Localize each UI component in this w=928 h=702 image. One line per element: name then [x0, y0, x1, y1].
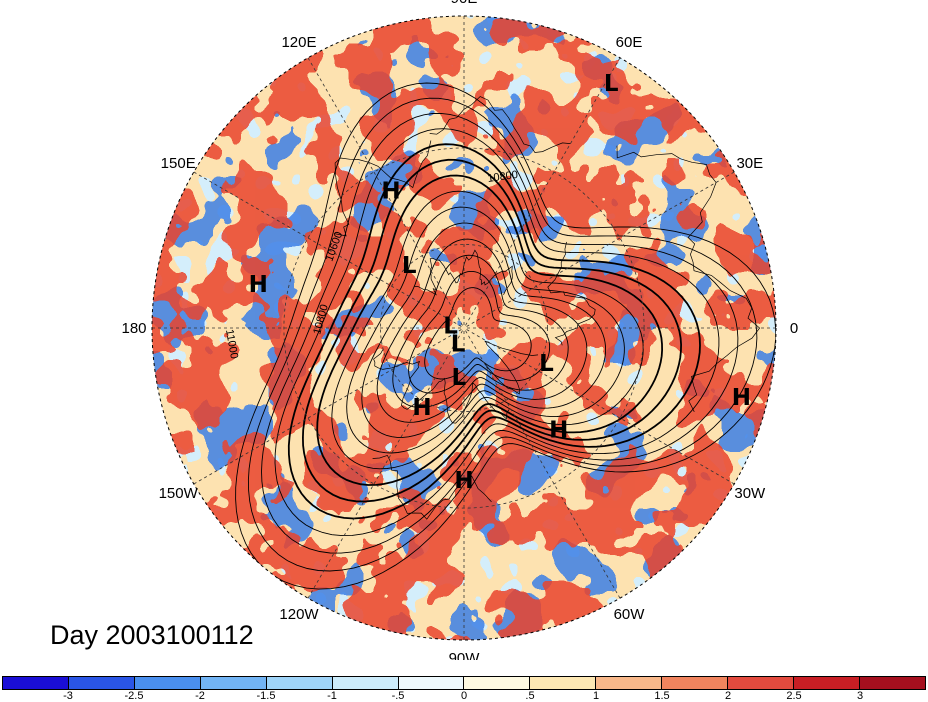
longitude-labels: 90E 60E 30E 0 30W 60W 90W 120W 150W 180 150E 120E [121, 0, 798, 660]
longitude-label: 120E [281, 34, 316, 51]
longitude-label: 150W [159, 485, 199, 502]
coastline [484, 340, 539, 395]
longitude-label: 90E [451, 0, 478, 7]
colorbar-tick-label: -.5 [391, 690, 405, 702]
height-contour [408, 270, 551, 394]
lat-lon-gridlines [152, 16, 776, 640]
low-pressure-label: L [443, 314, 458, 340]
longitude-label: 60W [614, 606, 646, 623]
coastline [334, 140, 432, 237]
colorbar-tick-label: 0 [460, 690, 468, 702]
meridian-line [307, 327, 465, 599]
colorbar-tick-label: 2.5 [786, 690, 802, 702]
colorbar-segment [68, 677, 135, 689]
height-contour [424, 287, 532, 380]
latitude-circle-30 [283, 147, 645, 509]
meridian-line [463, 171, 735, 329]
low-pressure-label: L [402, 253, 417, 279]
polar-stereographic-map: 90E 60E 30E 0 30W 60W 90W 120W 150W 180 150E 120E L… [121, 0, 798, 660]
longitude-label: 60E [616, 34, 643, 51]
height-contour [331, 190, 644, 470]
colorbar-segment [859, 677, 925, 689]
low-pressure-label: L [539, 351, 554, 377]
colorbar-tick-label: -1 [327, 690, 337, 702]
height-contour [247, 97, 758, 572]
colorbar-segment [530, 677, 597, 689]
longitude-label: 120W [279, 606, 319, 623]
height-contour [261, 112, 739, 554]
meridian-line [463, 57, 621, 329]
meridian-line [193, 171, 465, 329]
contour-value-label: 11000 [223, 328, 240, 359]
colorbar-tick-label: .5 [525, 690, 535, 702]
longitude-label: 30W [734, 485, 766, 502]
colorbar-segment [662, 677, 729, 689]
colorbar-segment [332, 677, 399, 689]
high-pressure-label: H [549, 418, 568, 444]
low-pressure-label: L [451, 365, 466, 391]
longitude-label: 30E [736, 155, 763, 172]
high-pressure-label: H [454, 468, 473, 494]
date-title: Day 2003100112 [50, 620, 254, 650]
low-pressure-label: L [604, 71, 619, 97]
contour-value-label: 10800 [487, 169, 519, 185]
longitude-label: 150E [161, 155, 196, 172]
height-contour [316, 174, 664, 486]
colorbar-segment [398, 677, 465, 689]
meridian-line [307, 57, 465, 329]
colorbar-tick-label: -3 [63, 690, 73, 702]
height-contour [392, 254, 569, 408]
height-contour [376, 238, 588, 423]
colorbar-tick-labels: -3 -2.5 -2 -1.5 -1 -.5 0 .5 1 1.5 2 2.5 3 [0, 690, 928, 702]
high-pressure-label: H [381, 179, 400, 205]
colorbar-segment [3, 677, 69, 689]
height-contour [287, 143, 701, 520]
colorbar-tick-label: 1 [592, 690, 600, 702]
longitude-label: 90W [449, 650, 481, 660]
colorbar-segment [266, 677, 333, 689]
meridian-line [463, 327, 621, 599]
colorbar-tick-label: 1.5 [654, 690, 670, 702]
colorbar-segment [464, 677, 531, 689]
longitude-label: 0 [790, 320, 798, 337]
low-pressure-label: L [451, 331, 466, 357]
colorbar-segment [134, 677, 201, 689]
colorbar-segment [728, 677, 795, 689]
colorbar-tick-label: 2 [724, 690, 732, 702]
coastline [429, 96, 571, 153]
meridian-line [193, 327, 465, 485]
colorbar-tick-label: -2.5 [124, 690, 144, 702]
high-pressure-label: H [412, 395, 431, 421]
height-contour [361, 222, 607, 438]
map-boundary [151, 15, 777, 641]
high-pressure-label: H [732, 385, 751, 411]
height-contour [301, 158, 683, 503]
high-pressure-label: H [249, 272, 268, 298]
coastline [616, 145, 761, 412]
colorbar-tick-label: -1.5 [256, 690, 276, 702]
colorbar [2, 676, 926, 690]
colorbar-tick-label: -2 [195, 690, 205, 702]
colorbar-segment [596, 677, 663, 689]
height-contour [346, 206, 625, 454]
height-contours [235, 82, 776, 590]
colorbar-tick-label: 3 [856, 690, 864, 702]
colorbar-segment [794, 677, 860, 689]
colorbar-segment [200, 677, 267, 689]
height-contour [274, 128, 720, 537]
meridian-line [463, 327, 735, 485]
height-contour [235, 82, 776, 590]
longitude-label: 180 [121, 320, 146, 337]
